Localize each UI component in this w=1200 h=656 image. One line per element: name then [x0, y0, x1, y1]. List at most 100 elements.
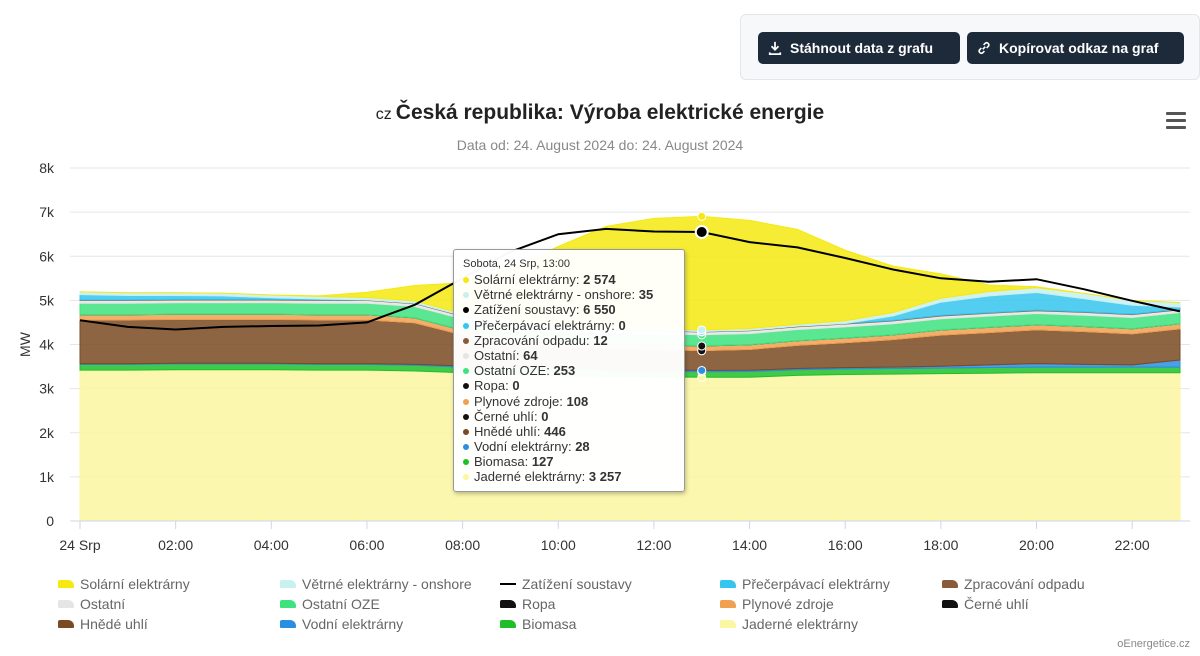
tooltip-series-value: 446 [544, 423, 566, 439]
series-dot-icon [463, 352, 469, 359]
chart-title-text: Česká republika: Výroba elektrické energ… [395, 101, 825, 124]
tooltip-series-name: Plynové zdroje [474, 393, 560, 409]
tooltip-series-value: 2 574 [583, 272, 616, 287]
y-tick-label: 7k [39, 204, 55, 220]
tooltip-series-name: Biomasa [474, 454, 525, 470]
legend-item[interactable]: Černé uhlí [942, 595, 1029, 613]
tooltip-series-value: 0 [618, 317, 626, 333]
area-swatch-icon [720, 600, 736, 608]
area-swatch-icon [720, 580, 736, 588]
tooltip-series-value: 127 [531, 454, 554, 470]
x-tick-label: 10:00 [541, 537, 576, 553]
area-swatch-icon [58, 600, 74, 608]
tooltip-series-name: Jaderné elektrárny [474, 469, 582, 485]
series-dot-icon [463, 322, 469, 329]
area-swatch-icon [720, 620, 736, 628]
area-swatch-icon [58, 580, 74, 588]
series-dot-icon [463, 474, 469, 481]
chart-subtitle: Data od: 24. August 2024 do: 24. August … [456, 137, 744, 153]
tooltip-row: Hnědé uhlí: 446 [463, 424, 675, 439]
legend-label: Ropa [522, 596, 556, 612]
legend-item[interactable]: Ostatní OZE [280, 595, 380, 613]
y-tick-label: 0 [46, 513, 54, 529]
tooltip-series-name: Zpracování odpadu [474, 332, 587, 348]
tooltip-row: Zatížení soustavy: 6 550 [463, 302, 675, 317]
tooltip-series-name: Vodní elektrárny [474, 439, 568, 455]
source-credit: oEnergetice.cz [1117, 638, 1190, 650]
download-icon [768, 41, 782, 55]
tooltip-header: Sobota, 24 Srp, 13:00 [463, 258, 571, 270]
legend-label: Solární elektrárny [80, 576, 190, 592]
legend-label: Jaderné elektrárny [742, 616, 858, 632]
legend-item[interactable]: Zatížení soustavy [500, 575, 632, 593]
axes: 0 1k 2k 3k 4k 5k 6k 7k 8k MW 24 Srp 02:00 04:00 06:00… [17, 160, 1190, 553]
tooltip-series-value: 0 [512, 378, 520, 394]
load-line-path [79, 227, 1181, 331]
hover-markers [694, 211, 709, 382]
tooltip-row: Ostatní OZE: 253 [463, 363, 675, 378]
series-dot-icon [463, 398, 469, 405]
legend-label: Hnědé uhlí [80, 616, 148, 632]
tooltip-row: Zpracování odpadu: 12 [463, 333, 675, 348]
tooltip-row: Ostatní: 64 [463, 348, 675, 363]
tooltip-row: Plynové zdroje: 108 [463, 394, 675, 409]
hover-marker [697, 365, 707, 375]
x-tick-label: 06:00 [349, 537, 384, 553]
legend-item[interactable]: Větrné elektrárny - onshore [280, 575, 472, 593]
tooltip-series-name: Černé uhlí [474, 408, 534, 424]
series-dot-icon [463, 307, 469, 314]
hover-marker [694, 224, 709, 239]
legend-item[interactable]: Jaderné elektrárny [720, 615, 858, 633]
legend-item[interactable]: Zpracování odpadu [942, 575, 1085, 593]
tooltip-series-name: Ostatní OZE [474, 363, 547, 379]
legend-item[interactable]: Solární elektrárny [58, 575, 190, 593]
x-tick-label: 20:00 [1019, 537, 1054, 553]
chart-menu-icon[interactable] [1166, 112, 1186, 130]
series-dot-icon [463, 413, 469, 420]
copy-link-button[interactable]: Kopírovat odkaz na graf [967, 32, 1184, 64]
tooltip-series-name: Větrné elektrárny - onshore [474, 287, 632, 303]
series-dot-icon [463, 337, 469, 344]
tooltip-row: Jaderné elektrárny: 3 257 [463, 469, 675, 484]
legend-item[interactable]: Vodní elektrárny [280, 615, 403, 633]
tooltip-series-name: Ostatní [474, 347, 516, 363]
hover-tooltip: Sobota, 24 Srp, 13:00 Solární elektrárny… [453, 249, 685, 492]
tooltip-row: Ropa: 0 [463, 378, 675, 393]
download-data-button[interactable]: Stáhnout data z grafu [758, 32, 960, 64]
series-dot-icon [463, 277, 469, 283]
tooltip-series-value: 108 [566, 393, 589, 409]
x-tick-label: 18:00 [923, 537, 958, 553]
series-dot-icon [463, 444, 469, 451]
series-dot-icon [463, 383, 469, 390]
legend-item[interactable]: Ropa [500, 595, 555, 613]
legend-item[interactable]: Ostatní [58, 595, 125, 613]
legend-item[interactable]: Biomasa [500, 615, 576, 633]
legend-item[interactable]: Přečerpávací elektrárny [720, 575, 890, 593]
x-tick-label: 16:00 [828, 537, 863, 553]
tooltip-series-value: 64 [523, 347, 538, 363]
copy-link-label: Kopírovat odkaz na graf [999, 40, 1159, 56]
country-code: cz [375, 106, 392, 123]
area-swatch-icon [942, 580, 958, 588]
tooltip-series-value: 6 550 [583, 302, 616, 318]
area-swatch-icon [942, 600, 958, 608]
hover-marker [697, 325, 707, 335]
series-dot-icon [463, 368, 469, 375]
tooltip-series-name: Hnědé uhlí [474, 423, 537, 439]
action-bar: Stáhnout data z grafu Kopírovat odkaz na… [740, 14, 1200, 80]
tooltip-series-value: 12 [593, 332, 608, 348]
legend-label: Větrné elektrárny - onshore [302, 576, 472, 592]
tooltip-row: Přečerpávací elektrárny: 0 [463, 318, 675, 333]
chart-title: cz Česká republika: Výroba elektrické ene… [0, 101, 1200, 125]
hover-marker [697, 341, 707, 351]
legend-item[interactable]: Hnědé uhlí [58, 615, 148, 633]
series-dot-icon [463, 428, 469, 435]
series-dot-icon [463, 292, 469, 299]
link-icon [978, 41, 990, 55]
legend-item[interactable]: Plynové zdroje [720, 595, 834, 613]
series-dot-icon [463, 459, 469, 466]
x-tick-label: 12:00 [636, 537, 671, 553]
tooltip-series-name: Zatížení soustavy [474, 302, 576, 318]
line-swatch-icon [500, 583, 516, 585]
load-line [79, 227, 1181, 331]
